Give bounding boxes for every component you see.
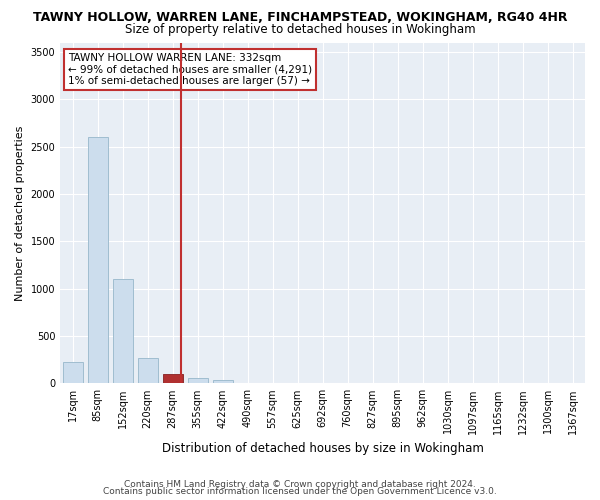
Bar <box>113 279 133 384</box>
Y-axis label: Number of detached properties: Number of detached properties <box>15 125 25 300</box>
Bar <box>88 137 107 384</box>
Text: Size of property relative to detached houses in Wokingham: Size of property relative to detached ho… <box>125 22 475 36</box>
Text: Contains HM Land Registry data © Crown copyright and database right 2024.: Contains HM Land Registry data © Crown c… <box>124 480 476 489</box>
X-axis label: Distribution of detached houses by size in Wokingham: Distribution of detached houses by size … <box>161 442 484 455</box>
Text: TAWNY HOLLOW WARREN LANE: 332sqm
← 99% of detached houses are smaller (4,291)
1%: TAWNY HOLLOW WARREN LANE: 332sqm ← 99% o… <box>68 52 312 86</box>
Bar <box>137 358 158 384</box>
Bar <box>62 362 83 384</box>
Text: TAWNY HOLLOW, WARREN LANE, FINCHAMPSTEAD, WOKINGHAM, RG40 4HR: TAWNY HOLLOW, WARREN LANE, FINCHAMPSTEAD… <box>33 11 567 24</box>
Text: Contains public sector information licensed under the Open Government Licence v3: Contains public sector information licen… <box>103 487 497 496</box>
Bar <box>163 374 182 384</box>
Bar <box>212 380 233 384</box>
Bar <box>188 378 208 384</box>
